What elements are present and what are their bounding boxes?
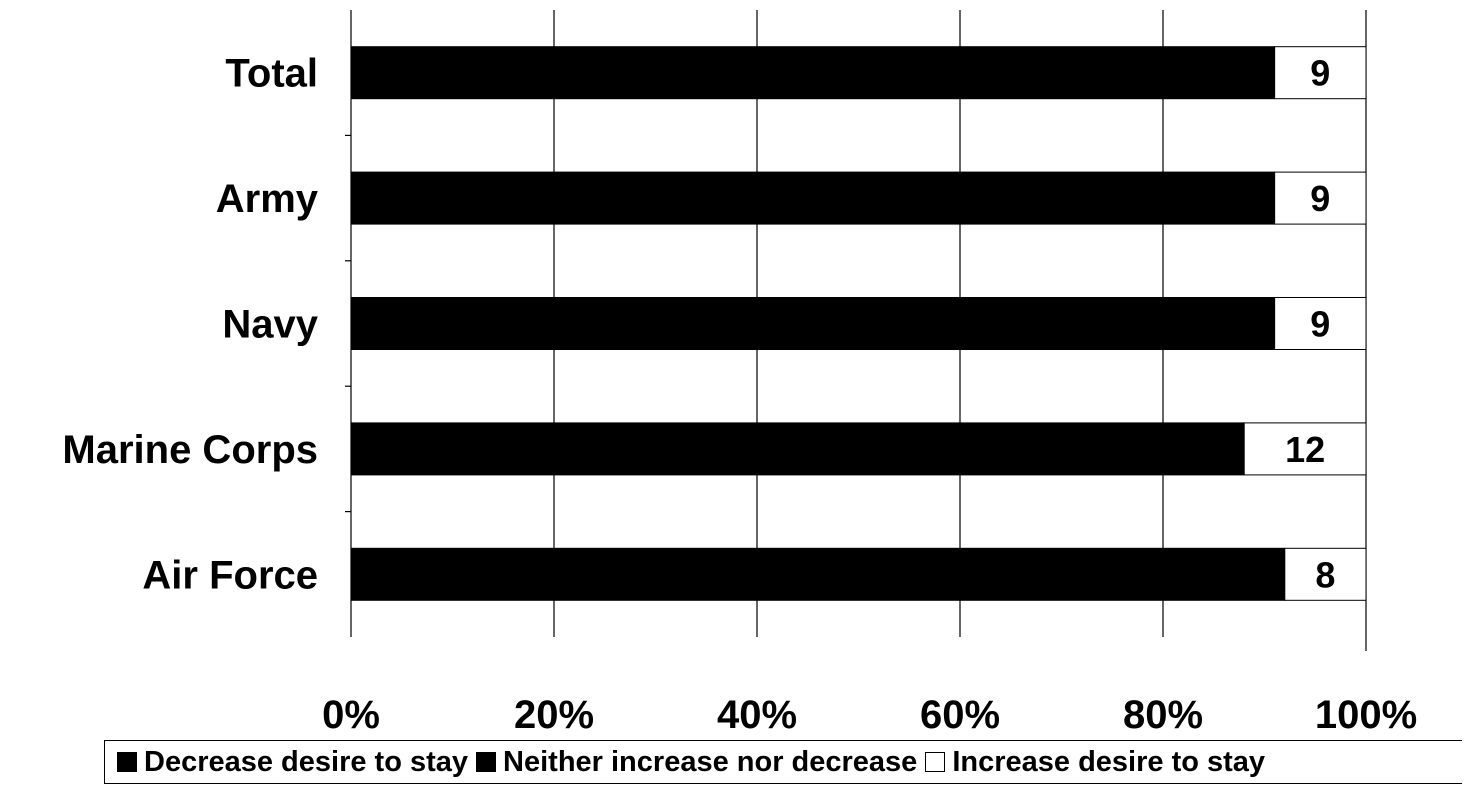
bar-segment-2-4 [1284,547,1367,601]
category-label-1: Army [216,177,319,221]
legend-label-decrease: Decrease desire to stay [144,745,469,778]
x-tick-label-4: 80% [1123,693,1203,737]
data-label-4: 8 [1315,554,1335,595]
bar-segment-1-3 [350,422,1245,476]
data-label-1: 9 [1310,178,1330,219]
chart: 9 Total 9 Army 9 Navy 12 Marine Corps 8 Air Force… [62,10,1417,737]
legend-swatch-neither [476,752,497,772]
category-label-0: Total [225,52,318,96]
legend-label-neither: Neither increase nor decrease [503,745,918,778]
bar-segment-2-2 [1274,297,1367,350]
legend-item-neither: Neither increase nor decrease [476,746,917,779]
category-label-3: Marine Corps [62,428,318,472]
legend-swatch-decrease [117,752,137,772]
legend-label-increase: Increase desire to stay [952,745,1266,778]
data-label-2: 9 [1310,304,1330,345]
x-tick-label-1: 20% [514,693,594,737]
legend-swatch-increase [925,752,946,772]
bar-segment-2-3 [1243,422,1367,476]
x-tick-label-5: 100% [1315,693,1417,737]
data-label-0: 9 [1310,53,1330,94]
x-tick-label-3: 60% [920,693,1000,737]
data-label-3: 12 [1285,429,1325,470]
bar-segment-1-4 [350,547,1286,601]
legend-item-increase: Increase desire to stay [925,746,1265,779]
legend: Decrease desire to stay Neither increase… [104,740,1462,784]
x-tick-label-2: 40% [717,693,797,737]
x-tick-label-0: 0% [322,693,380,737]
bar-segment-1-2 [350,297,1276,350]
bar-segment-1-0 [350,46,1276,100]
bar-segment-2-0 [1274,46,1367,100]
category-label-4: Air Force [142,553,318,597]
legend-item-decrease: Decrease desire to stay [117,746,468,779]
category-label-2: Navy [222,303,318,347]
bar-segment-1-1 [350,171,1276,225]
bar-segment-2-1 [1274,171,1367,225]
